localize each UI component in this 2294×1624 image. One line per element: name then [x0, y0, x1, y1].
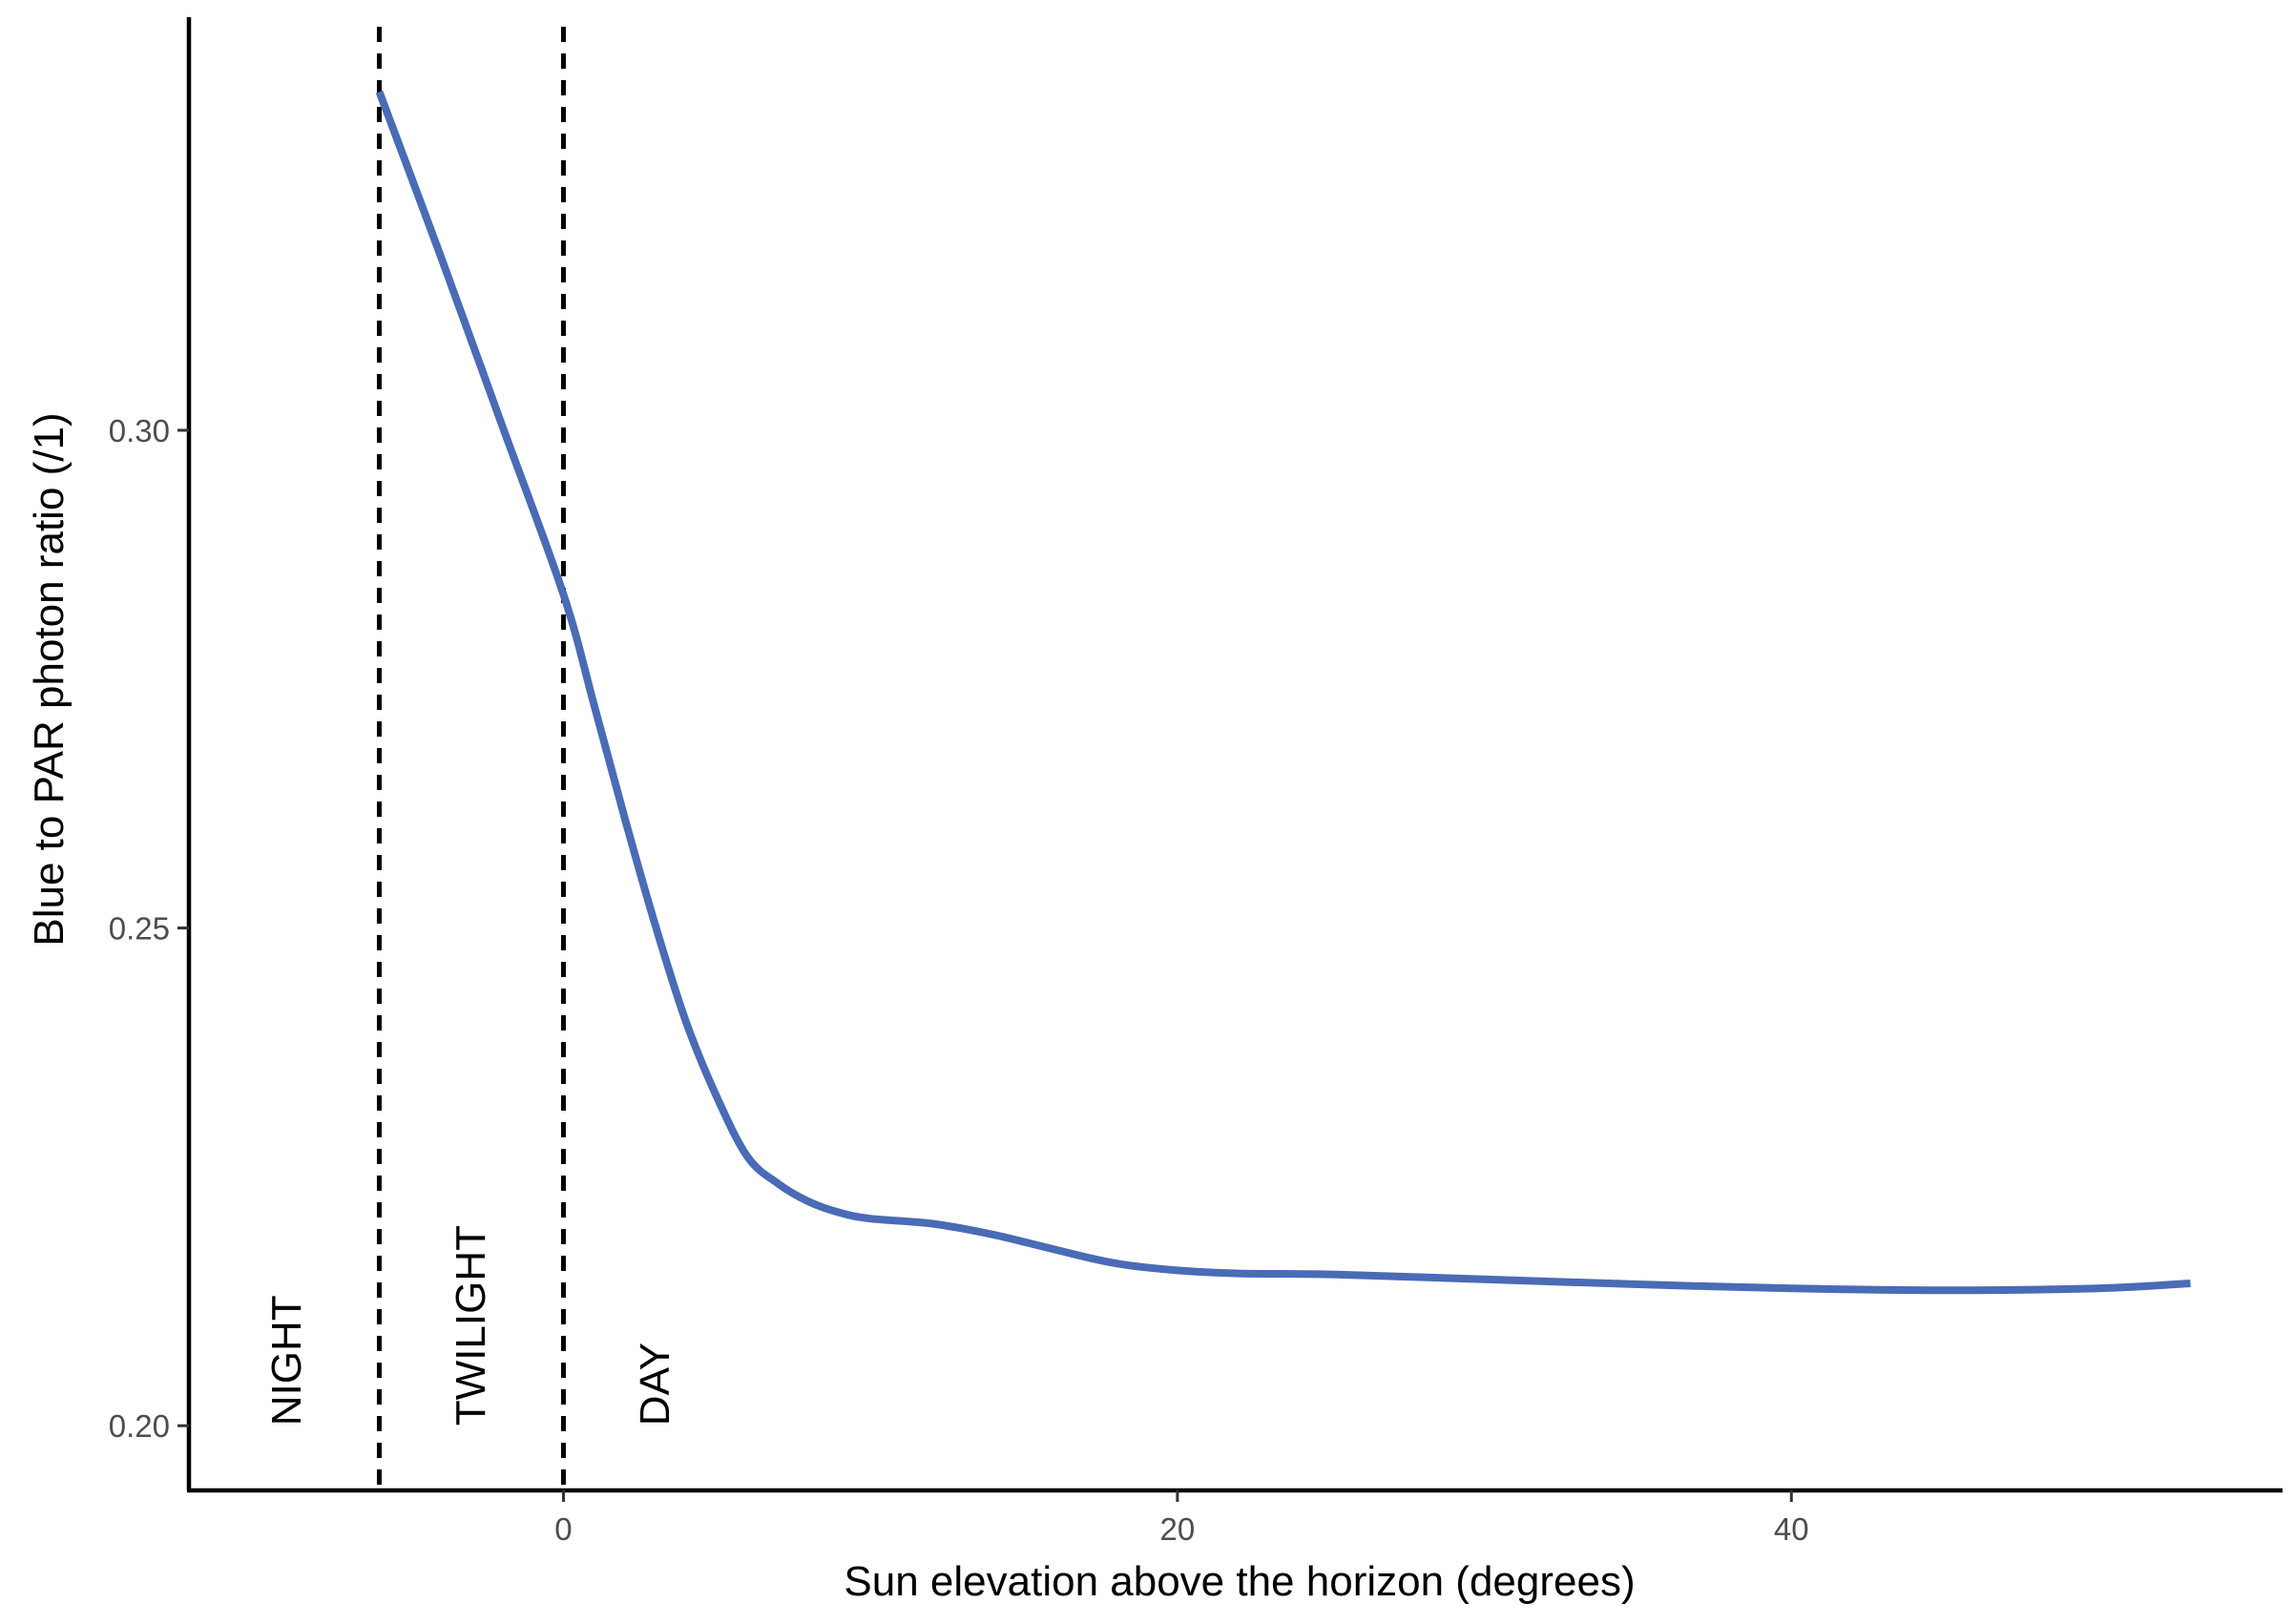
x-tick-label: 0	[554, 1511, 572, 1547]
x-tick-label: 40	[1774, 1511, 1809, 1547]
region-label-twilight: TWILIGHT	[448, 1225, 494, 1426]
y-tick-label: 0.25	[109, 911, 170, 947]
x-axis-ticks: 0 20 40	[554, 1490, 1809, 1547]
x-tick-label: 20	[1160, 1511, 1196, 1547]
y-axis-title: Blue to PAR photon ratio (/1)	[26, 412, 73, 946]
reference-lines	[376, 27, 566, 1490]
data-layer	[375, 90, 2191, 1295]
region-annotations: NIGHT TWILIGHT DAY	[263, 1225, 678, 1426]
axes: 0 20 40 0.20 0.25 0.30 Sun elevation above t…	[26, 17, 2283, 1605]
series-line	[375, 90, 2191, 1295]
region-label-day: DAY	[632, 1343, 678, 1426]
y-tick-label: 0.30	[109, 413, 170, 448]
y-tick-label: 0.20	[109, 1408, 170, 1444]
region-label-night: NIGHT	[263, 1295, 310, 1426]
y-axis-ticks: 0.20 0.25 0.30	[109, 413, 189, 1444]
x-axis-title: Sun elevation above the horizon (degrees…	[844, 1558, 1635, 1605]
